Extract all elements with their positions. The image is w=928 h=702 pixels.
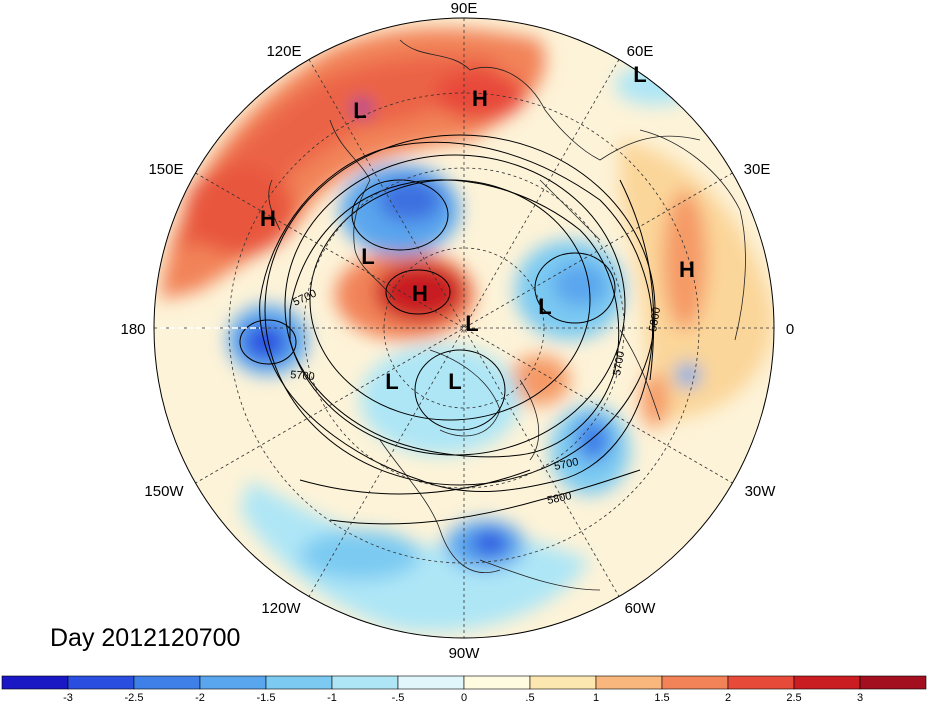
- contour-label: 5800: [546, 490, 572, 507]
- contour-label: 5700: [553, 456, 579, 473]
- contour-label: 5700: [611, 350, 627, 376]
- lon-label: 60W: [625, 600, 657, 617]
- lon-label: 0: [786, 321, 794, 338]
- longitude-labels: 90E 60E 30E 0 30W 60W 90W 120W 150W 180 …: [120, 0, 794, 662]
- pressure-centers: H H H H L L L L L L L: [260, 62, 695, 394]
- colorbar-swatch: [397, 675, 465, 690]
- colorbar-tick-label: 0: [461, 692, 467, 702]
- colorbar-swatch: [265, 675, 333, 690]
- colorbar-tick-label: -2: [195, 692, 205, 702]
- high-pressure-marker: H: [412, 281, 428, 306]
- colorbar-tick-label: 2: [725, 692, 731, 702]
- low-pressure-marker: L: [385, 369, 398, 394]
- colorbar-tick-label: -.5: [392, 692, 405, 702]
- lon-label: 150E: [148, 161, 183, 178]
- colorbar-swatch: [463, 675, 531, 690]
- colorbar-tick-label: 3: [857, 692, 863, 702]
- lon-label: 30E: [744, 161, 771, 178]
- high-pressure-marker: H: [679, 257, 695, 282]
- colorbar-swatch: [529, 675, 597, 690]
- lon-label: 90W: [449, 645, 481, 662]
- colorbar-tick-label: -2.5: [125, 692, 144, 702]
- lon-label: 120E: [266, 43, 301, 60]
- colorbar-swatch: [133, 675, 201, 690]
- colorbar-swatch: [727, 675, 795, 690]
- low-pressure-marker: L: [361, 244, 374, 269]
- colorbar-tick-label: 1.5: [654, 692, 669, 702]
- lon-label: 150W: [144, 483, 184, 500]
- lon-label: 120W: [261, 600, 301, 617]
- colorbar-swatch: [595, 675, 663, 690]
- low-pressure-marker: L: [633, 62, 646, 87]
- colorbar-tick-label: -1: [327, 692, 337, 702]
- colorbar-swatch: [1, 675, 69, 690]
- colorbar-tick-label: -1.5: [257, 692, 276, 702]
- colorbar-tick-label: 1: [593, 692, 599, 702]
- contour-labels: 5700 5700 5800 5700 5700 5800: [290, 287, 663, 506]
- lon-label: 90E: [451, 0, 478, 17]
- map-boundary: [153, 17, 775, 639]
- colorbar-swatch: [859, 675, 927, 690]
- height-contours: [239, 134, 656, 525]
- map-disk: [154, 18, 774, 638]
- coastlines: [268, 39, 746, 591]
- colorbar-swatch: [661, 675, 729, 690]
- lon-label: 30W: [745, 483, 777, 500]
- low-pressure-marker: L: [538, 294, 551, 319]
- graticule: [154, 18, 774, 638]
- colorbar-swatch: [67, 675, 135, 690]
- colorbar-swatch: [199, 675, 267, 690]
- colorbar-tick-label: .5: [525, 692, 534, 702]
- lon-label: 180: [120, 321, 145, 338]
- contour-label: 5700: [290, 369, 315, 383]
- lon-label: 60E: [627, 43, 654, 60]
- colorbar-swatch: [793, 675, 861, 690]
- colorbar-tick-label: -3: [63, 692, 73, 702]
- colorbar: -3 -2.5 -2 -1.5 -1 -.5 0 .5 1 1.5 2 2.5 3: [1, 675, 927, 702]
- high-pressure-marker: H: [472, 86, 488, 111]
- low-pressure-marker: L: [448, 369, 461, 394]
- contour-label: 5800: [647, 306, 663, 332]
- low-pressure-marker: L: [465, 311, 478, 336]
- low-pressure-marker: L: [353, 98, 366, 123]
- date-label: Day 2012120700: [50, 624, 240, 652]
- colorbar-swatch: [331, 675, 399, 690]
- colorbar-tick-label: 2.5: [786, 692, 801, 702]
- high-pressure-marker: H: [260, 206, 276, 231]
